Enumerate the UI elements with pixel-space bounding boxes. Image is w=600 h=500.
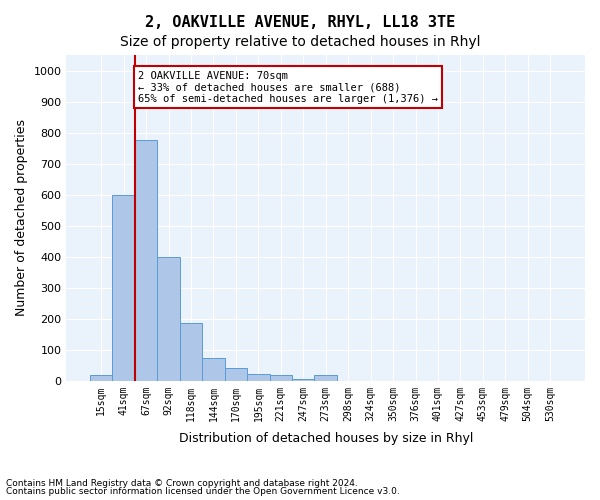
Bar: [269, 375, 292, 381]
Text: Size of property relative to detached houses in Rhyl: Size of property relative to detached ho…: [120, 35, 480, 49]
Bar: [247, 374, 269, 381]
Text: Contains public sector information licensed under the Open Government Licence v3: Contains public sector information licen…: [6, 487, 400, 496]
Bar: [135, 140, 157, 381]
Bar: [202, 358, 224, 381]
Text: 2 OAKVILLE AVENUE: 70sqm
← 33% of detached houses are smaller (688)
65% of semi-: 2 OAKVILLE AVENUE: 70sqm ← 33% of detach…: [138, 70, 438, 104]
Bar: [112, 194, 135, 381]
Y-axis label: Number of detached properties: Number of detached properties: [15, 120, 28, 316]
Text: Contains HM Land Registry data © Crown copyright and database right 2024.: Contains HM Land Registry data © Crown c…: [6, 478, 358, 488]
Bar: [292, 379, 314, 381]
Text: 2, OAKVILLE AVENUE, RHYL, LL18 3TE: 2, OAKVILLE AVENUE, RHYL, LL18 3TE: [145, 15, 455, 30]
Bar: [157, 256, 180, 381]
Bar: [180, 324, 202, 381]
Bar: [314, 375, 337, 381]
Bar: [90, 375, 112, 381]
X-axis label: Distribution of detached houses by size in Rhyl: Distribution of detached houses by size …: [179, 432, 473, 445]
Bar: [224, 368, 247, 381]
